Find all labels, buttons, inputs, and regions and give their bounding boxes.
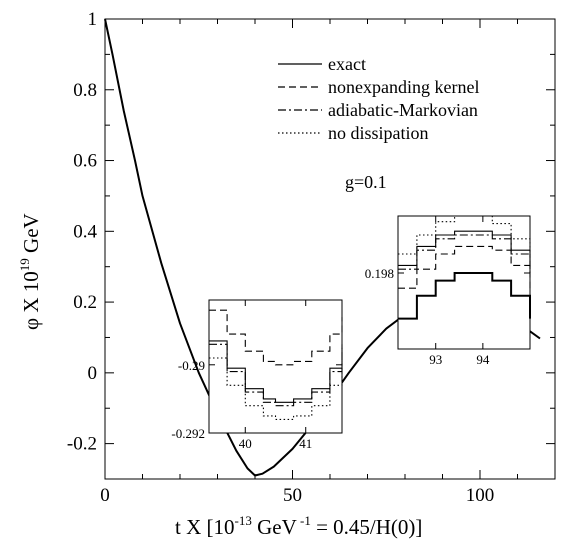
x-axis-title-sup: -1 xyxy=(297,513,311,528)
annotation-g: g=0.1 xyxy=(345,172,387,192)
inset-right: 93 94 0.198 xyxy=(365,215,531,367)
x-axis-title-part: GeV xyxy=(252,515,297,539)
y-axis-title-part: φ X 10 xyxy=(19,271,43,330)
y-tick-label: 0.4 xyxy=(73,221,97,242)
x-tick-label: 100 xyxy=(466,485,495,506)
inset-x-tick-label: 41 xyxy=(299,436,312,451)
inset-y-tick-label: -0.29 xyxy=(178,358,205,373)
x-axis-title-sup: -13 xyxy=(235,513,252,528)
y-tick-label: 0.6 xyxy=(73,151,97,172)
legend-label: no dissipation xyxy=(328,123,429,143)
inset-series-dashed xyxy=(398,245,531,289)
y-tick-label: -0.2 xyxy=(67,434,97,455)
x-axis-title: t X [10-13 GeV -1 = 0.45/H(0)] xyxy=(175,513,422,539)
inset-series-dotted xyxy=(398,215,531,258)
inset-x-tick-label: 93 xyxy=(429,352,442,367)
legend-label: adiabatic-Markovian xyxy=(328,100,478,120)
y-tick-label: 0 xyxy=(88,363,98,384)
inset-x-tick-label: 40 xyxy=(239,436,252,451)
inset-frame xyxy=(208,299,343,434)
legend-label: nonexpanding kernel xyxy=(328,77,479,97)
axis-ticks: 0 50 100 -0.2 0 0.2 0.4 0.6 0.8 1 xyxy=(67,9,555,506)
x-axis-title-part: t X [10 xyxy=(175,515,235,539)
y-axis-title-sup: 19 xyxy=(17,258,32,271)
inset-series-dashed xyxy=(209,309,343,366)
inset-series-solid xyxy=(398,230,531,270)
inset-x-tick-label: 94 xyxy=(476,352,490,367)
inset-frame xyxy=(397,215,531,350)
y-axis-title: φ X 1019 GeV xyxy=(17,213,43,330)
legend: exact nonexpanding kernel adiabatic-Markov… xyxy=(278,54,479,143)
y-tick-label: 1 xyxy=(88,9,98,30)
inset-series-solid xyxy=(398,272,531,320)
y-axis-title-part: GeV xyxy=(19,213,43,258)
inset-left: 40 41 -0.292 -0.29 xyxy=(171,299,343,451)
x-axis-title-part: = 0.45/H(0)] xyxy=(311,515,423,539)
x-tick-label: 0 xyxy=(100,485,110,506)
y-tick-label: 0.8 xyxy=(73,80,97,101)
x-tick-label: 50 xyxy=(283,485,302,506)
y-tick-label: 0.2 xyxy=(73,292,97,313)
inset-y-tick-label: -0.292 xyxy=(171,426,205,441)
legend-label: exact xyxy=(328,54,366,74)
inset-y-tick-label: 0.198 xyxy=(365,266,394,281)
